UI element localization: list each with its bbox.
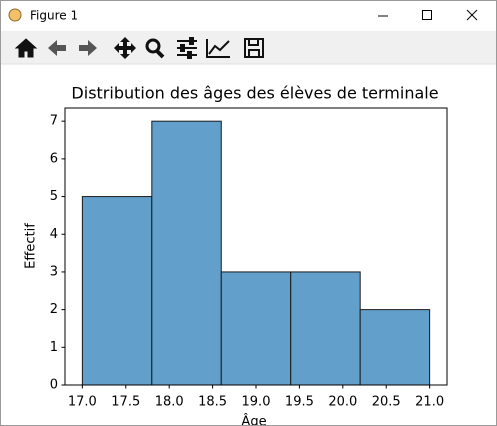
y-tick-label: 5 (50, 189, 58, 204)
bar (290, 271, 361, 386)
toolbar (0, 31, 497, 64)
x-tick-label: 18.0 (155, 395, 184, 410)
y-tick-label: 1 (50, 340, 58, 355)
forward-button[interactable] (79, 40, 97, 56)
y-tick-label: 6 (50, 151, 58, 166)
y-tick-label: 4 (50, 227, 58, 242)
configure-button[interactable] (177, 37, 197, 59)
window-title: Figure 1 (30, 9, 78, 23)
bar (220, 271, 292, 386)
x-tick-label: 18.5 (198, 395, 227, 410)
x-axis-label: Âge (241, 414, 266, 426)
save-button[interactable] (244, 38, 264, 58)
bar (81, 196, 153, 386)
title-bar: Figure 1 (8, 8, 478, 23)
edit-button[interactable] (206, 39, 230, 58)
back-button[interactable] (48, 40, 66, 56)
y-tick-label: 2 (50, 302, 58, 317)
pan-button[interactable] (114, 37, 136, 59)
x-tick-label: 17.0 (68, 395, 97, 410)
x-tick-label: 20.5 (372, 395, 401, 410)
app-icon (8, 8, 22, 22)
y-tick-label: 7 (50, 114, 58, 129)
x-tick-label: 19.0 (242, 395, 271, 410)
plot-area: 0 1 2 3 4 5 6 7 17.0 17.5 18.0 18.5 19.0 19.5 20.0 20.5… (50, 107, 448, 410)
bar (359, 309, 431, 386)
y-tick-label: 3 (50, 264, 58, 279)
home-button[interactable] (14, 38, 38, 58)
maximize-button[interactable] (422, 10, 432, 20)
y-axis-label: Effectif (24, 223, 39, 269)
chart-title: Distribution des âges des élèves de term… (71, 84, 438, 103)
x-tick-label: 20.0 (328, 395, 357, 410)
x-tick-label: 17.5 (111, 395, 140, 410)
toolbar-icons (14, 37, 264, 59)
bar (151, 120, 222, 386)
x-tick-label: 21.0 (415, 395, 444, 410)
y-tick-label: 0 (50, 378, 58, 393)
close-button[interactable] (466, 9, 478, 21)
x-tick-label: 19.5 (285, 395, 314, 410)
zoom-button[interactable] (145, 38, 165, 59)
